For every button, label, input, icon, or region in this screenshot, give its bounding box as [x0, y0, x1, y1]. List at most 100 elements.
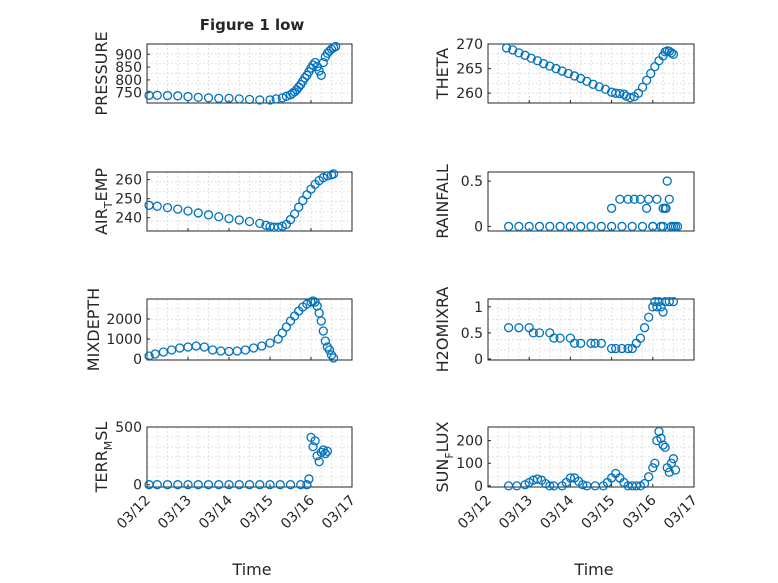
data-point-air_temp	[273, 222, 283, 232]
x-tick-label: 03/16	[620, 492, 660, 532]
data-point-h2omixra	[576, 338, 586, 348]
data-point-sun_flux	[660, 442, 670, 453]
data-point-pressure	[152, 90, 162, 100]
data-point-theta	[668, 49, 679, 59]
y-tick-label: 0.5	[461, 174, 483, 190]
data-point-sun_flux	[654, 426, 664, 437]
data-point-h2omixra	[503, 323, 514, 333]
y-axis-label-h2omixra: H2OMIXRA	[433, 287, 452, 373]
y-tick-label: 0	[133, 478, 142, 494]
data-point-air_temp	[152, 201, 162, 211]
data-point-h2omixra	[658, 307, 668, 317]
data-point-mixdepth	[257, 341, 267, 351]
axes-frame-terr_msl	[146, 426, 353, 488]
y-tick-label: 500	[115, 420, 142, 436]
y-tick-label: 0	[474, 219, 483, 235]
data-point-mixdepth	[232, 346, 242, 356]
y-tick-label: 0.5	[461, 326, 483, 342]
data-point-sun_flux	[664, 467, 674, 477]
data-point-terr_msl	[285, 480, 296, 490]
x-tick-label: 03/14	[537, 492, 577, 532]
data-point-terr_msl	[275, 480, 285, 490]
data-point-rainfall	[637, 221, 648, 232]
data-point-air_temp	[193, 208, 203, 218]
data-point-pressure	[277, 93, 287, 103]
data-point-air_temp	[302, 190, 312, 200]
data-point-rainfall	[623, 194, 633, 204]
data-point-rainfall	[672, 221, 683, 232]
data-point-h2omixra	[528, 328, 538, 338]
data-point-pressure	[203, 93, 214, 103]
data-point-theta	[538, 59, 549, 69]
y-tick-label: 900	[115, 47, 142, 63]
data-point-pressure	[244, 94, 255, 105]
data-point-pressure	[214, 93, 224, 104]
data-point-terr_msl	[302, 480, 312, 490]
data-point-rainfall	[545, 221, 555, 232]
data-point-theta	[625, 92, 635, 103]
data-point-air_temp	[328, 169, 339, 179]
data-point-mixdepth	[289, 311, 300, 321]
data-point-mixdepth	[316, 316, 326, 326]
data-point-mixdepth	[166, 345, 177, 355]
y-axis-label-mixdepth: MIXDEPTH	[84, 288, 103, 371]
data-point-sun_flux	[648, 463, 658, 473]
data-point-pressure	[193, 92, 203, 103]
figure-title: Figure 1 low	[200, 16, 305, 34]
data-point-rainfall	[565, 221, 576, 232]
data-point-theta	[666, 48, 676, 58]
data-point-h2omixra	[639, 323, 650, 333]
data-point-mixdepth	[248, 343, 259, 353]
y-tick-label: 200	[456, 434, 483, 450]
data-point-terr_msl	[244, 480, 255, 490]
data-point-rainfall	[534, 221, 545, 232]
data-point-terr_msl	[310, 436, 320, 446]
data-point-sun_flux	[644, 472, 654, 482]
data-point-h2omixra	[664, 296, 674, 307]
data-point-rainfall	[576, 221, 586, 232]
data-point-rainfall	[641, 203, 652, 213]
data-point-rainfall	[514, 221, 524, 232]
data-point-terr_msl	[322, 446, 333, 456]
data-point-rainfall	[664, 194, 674, 204]
data-point-h2omixra	[569, 338, 580, 348]
x-tick-label: 03/17	[661, 493, 701, 533]
y-axis-label-sun_flux: SUNFLUX	[433, 421, 456, 492]
data-point-rainfall	[606, 221, 617, 232]
y-tick-label: 250	[115, 192, 142, 208]
data-point-air_temp	[144, 200, 154, 210]
data-point-h2omixra	[652, 302, 662, 312]
data-point-sun_flux	[656, 433, 666, 443]
data-point-terr_msl	[255, 480, 265, 490]
data-point-mixdepth	[191, 341, 201, 351]
panel-rainfall: 0 0.5 RAINFALL	[433, 164, 695, 239]
data-point-terr_msl	[173, 480, 183, 490]
data-point-h2omixra	[534, 328, 545, 338]
data-point-rainfall	[503, 221, 514, 232]
data-point-pressure	[271, 94, 281, 104]
y-tick-label: 2000	[106, 312, 142, 328]
x-axis-label-left: Time	[231, 560, 271, 579]
data-point-pressure	[265, 95, 275, 105]
data-point-pressure	[318, 57, 328, 68]
data-point-mixdepth	[150, 349, 160, 359]
data-point-mixdepth	[144, 351, 154, 361]
data-point-rainfall	[662, 176, 672, 186]
data-point-h2omixra	[617, 343, 627, 354]
y-axis-label-air_temp: AIRTEMP	[92, 168, 115, 235]
data-point-sun_flux	[670, 465, 681, 475]
data-point-mixdepth	[175, 343, 185, 353]
data-point-rainfall	[555, 221, 565, 232]
data-point-terr_msl	[316, 447, 326, 458]
data-point-theta	[646, 68, 656, 79]
data-point-air_temp	[294, 202, 304, 212]
data-point-pressure	[308, 60, 318, 70]
data-point-h2omixra	[623, 343, 633, 354]
y-tick-label: 260	[115, 173, 142, 189]
x-axis-label-right: Time	[573, 560, 613, 579]
data-point-terr_msl	[214, 480, 224, 490]
data-point-pressure	[316, 70, 326, 80]
